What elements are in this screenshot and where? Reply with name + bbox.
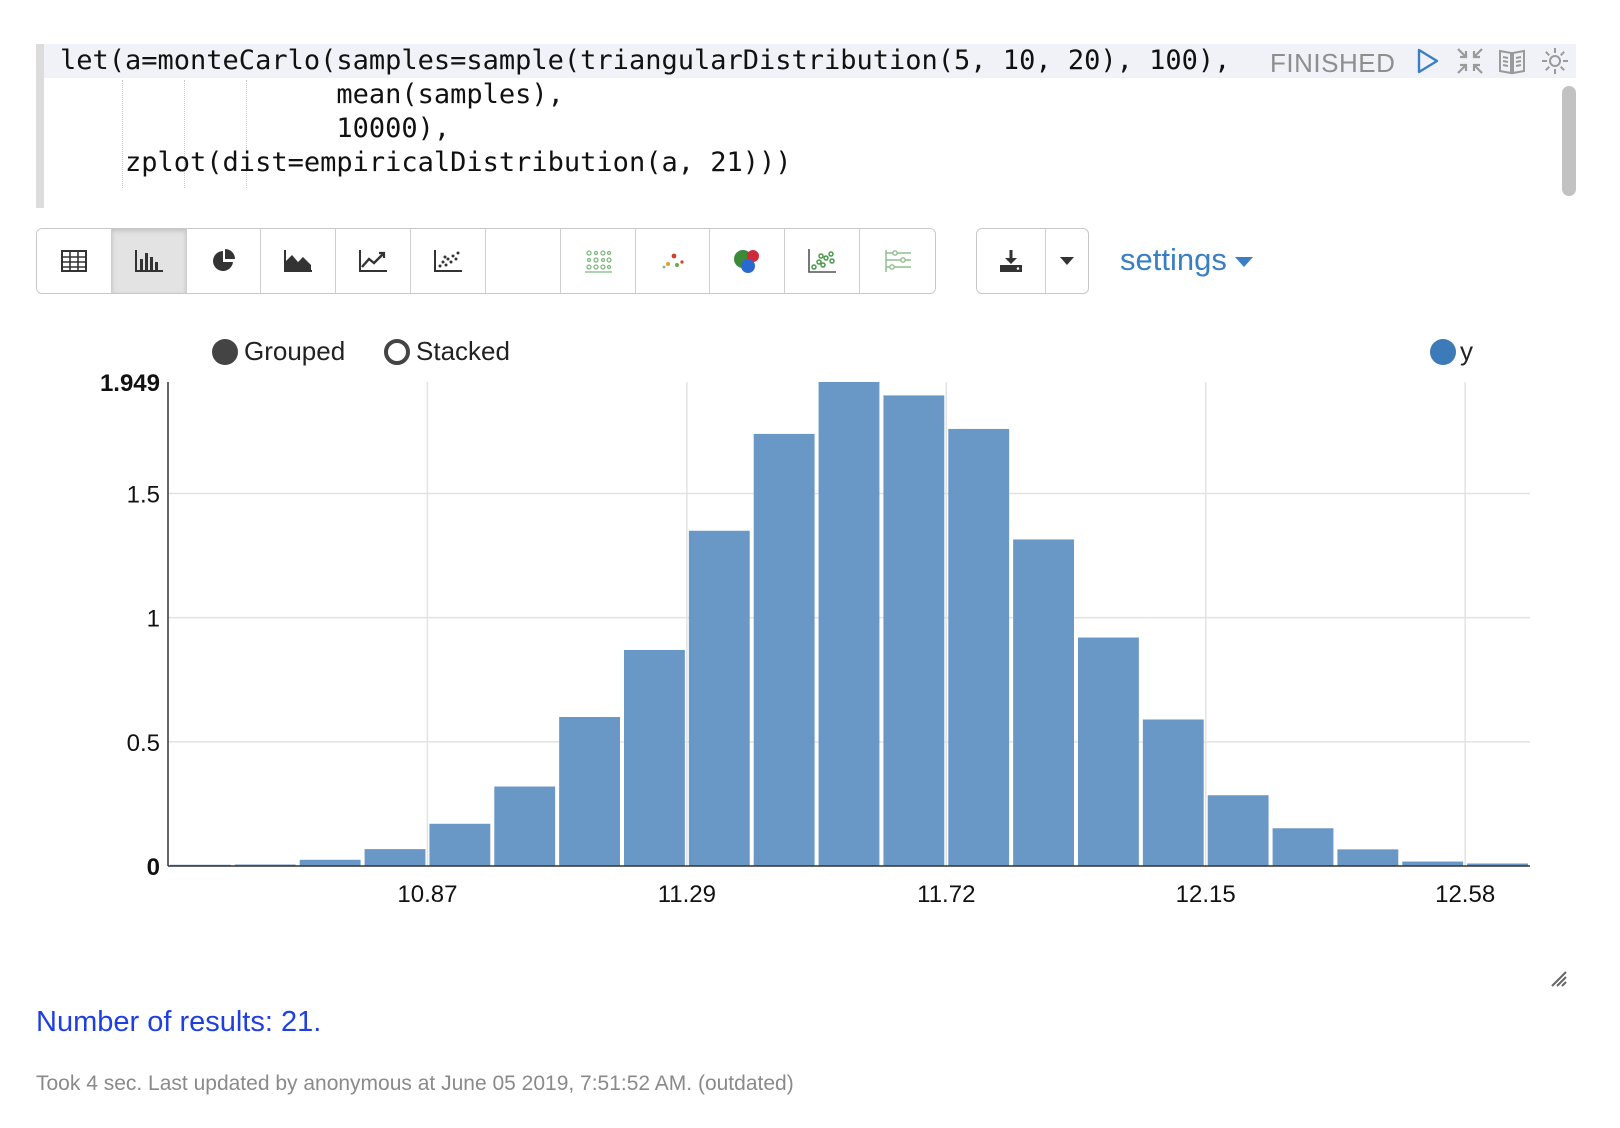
bar[interactable] bbox=[1013, 539, 1074, 866]
indent-guide bbox=[246, 80, 247, 188]
scatter-chart-icon bbox=[434, 250, 463, 272]
indent-guide bbox=[184, 80, 185, 188]
bar[interactable] bbox=[1078, 637, 1139, 866]
bar[interactable] bbox=[883, 395, 945, 866]
code-line-1[interactable]: let(a=monteCarlo(samples=sample(triangul… bbox=[60, 45, 1231, 76]
line-chart-button[interactable] bbox=[336, 229, 412, 293]
bar[interactable] bbox=[948, 428, 1010, 866]
parallel-lines-button[interactable] bbox=[860, 229, 935, 293]
x-tick-label: 11.72 bbox=[917, 881, 975, 908]
x-tick-label: 10.87 bbox=[397, 881, 457, 908]
y-tick-label: 0.5 bbox=[127, 730, 160, 757]
empty-button[interactable] bbox=[485, 229, 561, 293]
bubble-chart-button[interactable] bbox=[710, 229, 786, 293]
bar[interactable] bbox=[1337, 849, 1399, 866]
pie-chart-icon bbox=[212, 249, 235, 271]
stacked-label: Stacked bbox=[416, 336, 510, 366]
bar[interactable] bbox=[364, 849, 426, 866]
collapse-icon[interactable] bbox=[1455, 46, 1485, 76]
resize-handle-icon[interactable] bbox=[1548, 968, 1568, 988]
scatter-green-icon bbox=[808, 249, 837, 273]
bar[interactable] bbox=[1272, 828, 1334, 866]
chart-bars bbox=[170, 382, 1528, 866]
run-icon[interactable] bbox=[1412, 46, 1442, 76]
dot-scatter-icon bbox=[662, 253, 684, 269]
parallel-lines-icon bbox=[884, 250, 911, 272]
bar[interactable] bbox=[1207, 795, 1269, 866]
bar[interactable] bbox=[429, 823, 491, 866]
radio-off-icon bbox=[384, 338, 410, 365]
code-editor[interactable]: let(a=monteCarlo(samples=sample(triangul… bbox=[36, 44, 1576, 208]
gear-icon[interactable] bbox=[1540, 46, 1570, 76]
bar[interactable] bbox=[688, 530, 750, 866]
code-line-2[interactable]: mean(samples), bbox=[60, 79, 564, 110]
heatmap-dots-icon bbox=[584, 250, 612, 273]
bar-chart-icon bbox=[134, 250, 163, 272]
pie-chart-button[interactable] bbox=[186, 229, 262, 293]
bar[interactable] bbox=[1402, 861, 1464, 866]
bar[interactable] bbox=[559, 717, 620, 866]
dot-scatter-button[interactable] bbox=[635, 229, 711, 293]
paragraph-status: FINISHED bbox=[1270, 48, 1396, 78]
caret-down-icon bbox=[1060, 257, 1075, 265]
bar[interactable] bbox=[1142, 719, 1204, 866]
download-icon bbox=[1000, 250, 1023, 272]
editor-scrollbar[interactable] bbox=[1562, 86, 1576, 196]
grouped-radio[interactable]: Grouped bbox=[212, 336, 345, 367]
chart-axes: 0 0.5 1 1.5 1.949 10.87 11.29 11.72 12.15 12.58 bbox=[100, 370, 1530, 908]
stacked-radio[interactable]: Stacked bbox=[384, 336, 510, 367]
legend-item-y[interactable]: y bbox=[1430, 336, 1473, 367]
area-chart-icon bbox=[284, 250, 313, 272]
y-tick-label: 1.949 bbox=[100, 370, 160, 397]
y-tick-label: 0 bbox=[147, 854, 160, 881]
visualization-toolbar bbox=[36, 228, 936, 294]
bubble-chart-icon bbox=[734, 250, 760, 273]
y-tick-label: 1 bbox=[147, 606, 160, 633]
x-tick-label: 12.58 bbox=[1435, 881, 1495, 908]
bar[interactable] bbox=[818, 382, 880, 866]
x-tick-label: 11.29 bbox=[658, 881, 716, 908]
heatmap-button[interactable] bbox=[560, 229, 636, 293]
bar[interactable] bbox=[753, 433, 815, 866]
results-count: Number of results: 21. bbox=[36, 1006, 322, 1038]
radio-on-icon bbox=[212, 338, 238, 365]
caret-down-icon bbox=[1234, 257, 1253, 267]
download-button[interactable] bbox=[977, 229, 1047, 293]
download-group bbox=[976, 228, 1089, 294]
book-icon[interactable] bbox=[1497, 46, 1527, 76]
bar[interactable] bbox=[494, 786, 556, 866]
grouped-label: Grouped bbox=[244, 336, 346, 366]
y-tick-label: 1.5 bbox=[127, 482, 160, 509]
indent-guide bbox=[122, 80, 123, 188]
paragraph-footer: Took 4 sec. Last updated by anonymous at… bbox=[36, 1072, 794, 1095]
legend-label: y bbox=[1460, 336, 1473, 366]
green-scatter-button[interactable] bbox=[785, 229, 861, 293]
legend-dot bbox=[1430, 338, 1456, 365]
x-tick-label: 12.15 bbox=[1176, 881, 1236, 908]
area-chart-button[interactable] bbox=[261, 229, 337, 293]
bar-chart-button[interactable] bbox=[111, 229, 187, 293]
settings-dropdown[interactable]: settings bbox=[1120, 242, 1253, 278]
table-icon bbox=[60, 250, 87, 272]
settings-label: settings bbox=[1120, 242, 1227, 277]
download-dropdown-button[interactable] bbox=[1046, 229, 1088, 293]
bar[interactable] bbox=[299, 859, 361, 866]
code-line-3[interactable]: 10000), bbox=[60, 113, 451, 144]
bar-chart: 0 0.5 1 1.5 1.949 10.87 11.29 11.72 12.15 12.58 bbox=[100, 370, 1530, 908]
scatter-chart-button[interactable] bbox=[411, 229, 486, 293]
code-line-4[interactable]: zplot(dist=empiricalDistribution(a, 21))… bbox=[60, 147, 792, 178]
bar[interactable] bbox=[1467, 863, 1528, 866]
active-line-highlight bbox=[44, 44, 1576, 78]
table-view-button[interactable] bbox=[37, 229, 112, 293]
bar[interactable] bbox=[624, 649, 685, 866]
line-chart-icon bbox=[359, 250, 388, 272]
